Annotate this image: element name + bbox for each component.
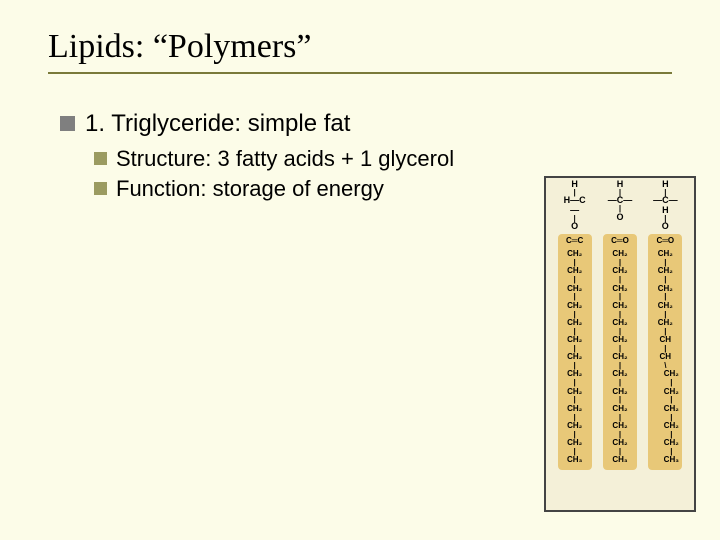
atom-label: C	[579, 195, 586, 205]
atom-label: O	[650, 222, 680, 232]
bullet-l2-text: Structure: 3 fatty acids + 1 glycerol	[116, 146, 454, 172]
glycerol-carbon-1: H | H—C— | O	[560, 180, 590, 232]
fatty-acid-chain-2: C═OCH₂|CH₂|CH₂|CH₂|CH₂|CH₂|CH₂|CH₂|CH₂|C…	[603, 234, 637, 470]
slide-title: Lipids: “Polymers”	[48, 28, 672, 66]
title-underline	[48, 72, 672, 74]
square-bullet-icon	[94, 182, 107, 195]
square-bullet-icon	[94, 152, 107, 165]
triglyceride-diagram: H | H—C— | O H | —C— | O H | —C—H | O C═…	[544, 176, 696, 512]
fatty-acid-chains: C═CCH₂|CH₂|CH₂|CH₂|CH₂|CH₂|CH₂|CH₂|CH₂|C…	[546, 232, 694, 496]
bullet-level2: Structure: 3 fatty acids + 1 glycerol	[94, 146, 672, 172]
glycerol-carbon-3: H | —C—H | O	[650, 180, 680, 232]
atom-label: H	[564, 195, 571, 205]
fatty-acid-chain-3: C═OCH₂|CH₂|CH₂|CH₂|CH₂|CH|CH\CH₂|CH₂|CH₂…	[648, 234, 682, 470]
atom-label: C	[662, 195, 669, 205]
bullet-l1-text: 1. Triglyceride: simple fat	[85, 110, 350, 138]
title-area: Lipids: “Polymers”	[0, 0, 720, 82]
bullet-l2-text: Function: storage of energy	[116, 176, 384, 202]
atom-label: O	[560, 222, 590, 232]
square-bullet-icon	[60, 116, 75, 131]
glycerol-backbone: H | H—C— | O H | —C— | O H | —C—H | O	[546, 178, 694, 232]
fatty-acid-chain-1: C═CCH₂|CH₂|CH₂|CH₂|CH₂|CH₂|CH₂|CH₂|CH₂|C…	[558, 234, 592, 470]
bullet-level1: 1. Triglyceride: simple fat	[60, 110, 672, 138]
glycerol-carbon-2: H | —C— | O	[605, 180, 635, 232]
atom-label: O	[605, 213, 635, 223]
